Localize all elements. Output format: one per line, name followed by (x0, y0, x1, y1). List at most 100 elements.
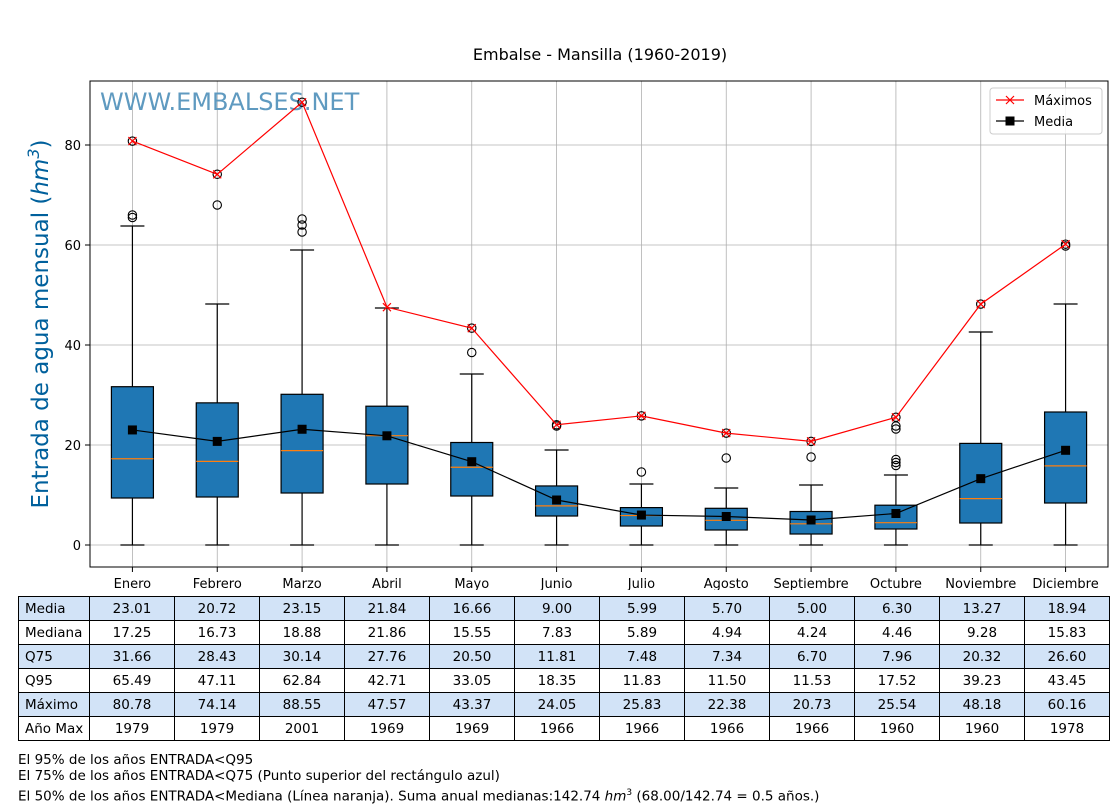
x-tick-label: Agosto (704, 577, 749, 590)
row-label: Q95 (18, 668, 90, 693)
table-cell: 33.05 (429, 668, 515, 693)
outlier-point (891, 460, 901, 471)
maximos-marker (467, 323, 477, 333)
outlier-point (891, 424, 901, 434)
y-axis-label: Entrada de agua mensual (hm3) (24, 139, 54, 508)
table-row-mediana: Mediana 17.25 16.73 18.88 21.86 15.55 7.83 5.89… (18, 620, 1110, 645)
box-plot-chart: Embalse - Mansilla (1960-2019) 0 20 40 60 80 E… (24, 45, 1109, 590)
footnote-median-text: El 50% de los años ENTRADA<Mediana (Líne… (18, 788, 605, 805)
row-label: Media (18, 596, 90, 621)
table-row-q75: Q75 31.66 28.43 30.14 27.76 20.50 11.81 7.48 7.3… (18, 644, 1110, 669)
table-cell: 18.88 (259, 620, 345, 645)
table-cell: 16.73 (174, 620, 260, 645)
table-cell: 4.94 (684, 620, 770, 645)
iqr-box (1043, 411, 1088, 504)
media-marker (212, 436, 222, 446)
table-cell: 6.70 (769, 644, 855, 669)
table-cell: 9.28 (939, 620, 1025, 645)
iqr-box (280, 393, 324, 494)
table-cell: 39.23 (939, 668, 1025, 693)
table-cell: 25.54 (854, 692, 940, 717)
table-cell: 5.70 (684, 596, 770, 621)
table-cell: 1966 (684, 716, 770, 741)
iqr-box (195, 402, 239, 498)
table-cell: 26.60 (1024, 644, 1110, 669)
row-label: Mediana (18, 620, 90, 645)
table-cell: 48.18 (939, 692, 1025, 717)
table-cell: 28.43 (174, 644, 260, 669)
iqr-box (110, 386, 155, 499)
legend-label: Media (1034, 115, 1073, 130)
watermark: WWW.EMBALSES.NET (100, 88, 360, 116)
x-tick-label: Noviembre (945, 577, 1016, 590)
table-cell: 22.38 (684, 692, 770, 717)
maximos-marker (721, 428, 731, 438)
table-cell: 88.55 (259, 692, 345, 717)
table-cell: 21.84 (344, 596, 430, 621)
maximos-marker (552, 420, 562, 430)
plot-frame (89, 80, 1109, 568)
box-septiembre (789, 436, 833, 546)
x-tick-label: Septiembre (773, 577, 848, 590)
table-cell: 62.84 (259, 668, 345, 693)
table-cell: 1966 (599, 716, 685, 741)
outlier-point (891, 412, 901, 423)
table-cell: 27.76 (344, 644, 430, 669)
row-label: Q75 (18, 644, 90, 669)
table-cell: 18.94 (1024, 596, 1110, 621)
table-cell: 20.72 (174, 596, 260, 621)
x-tick-label: Diciembre (1032, 577, 1098, 590)
box-marzo (280, 97, 324, 546)
media-marker (636, 510, 646, 520)
y-tick-label: 20 (64, 439, 81, 454)
table-cell: 7.96 (854, 644, 940, 669)
outlier-point (297, 97, 307, 108)
legend: Máximos Media (989, 87, 1103, 135)
box-febrero (195, 169, 239, 546)
table-cell: 1960 (854, 716, 940, 741)
table-cell: 31.66 (89, 644, 175, 669)
table-cell: 42.71 (344, 668, 430, 693)
table-cell: 1979 (174, 716, 260, 741)
table-cell: 7.34 (684, 644, 770, 669)
row-label: Máximo (18, 692, 90, 717)
table-cell: 5.89 (599, 620, 685, 645)
box-octubre (874, 412, 918, 546)
table-cell: 5.00 (769, 596, 855, 621)
footnote-q95: El 95% de los años ENTRADA<Q95 (18, 752, 254, 768)
legend-label: Máximos (1034, 94, 1092, 109)
table-cell: 65.49 (89, 668, 175, 693)
footnote-unit: hm (604, 788, 627, 805)
table-cell: 60.16 (1024, 692, 1110, 717)
media-marker (806, 515, 816, 525)
footnote-ratio: (68.00/142.74 = 0.5 años.) (632, 788, 820, 805)
maximos-marker (891, 412, 901, 422)
iqr-box (959, 442, 1003, 524)
outlier-point (127, 212, 138, 223)
table-cell: 43.45 (1024, 668, 1110, 693)
table-cell: 20.73 (769, 692, 855, 717)
table-cell: 43.37 (429, 692, 515, 717)
chart-title: Embalse - Mansilla (1960-2019) (473, 45, 727, 64)
table-cell: 6.30 (854, 596, 940, 621)
outlier-point (806, 452, 816, 462)
table-cell: 24.05 (514, 692, 600, 717)
box-diciembre (1043, 239, 1088, 546)
maximos-marker (297, 97, 307, 107)
outlier-point (975, 299, 986, 309)
outlier-point (297, 227, 307, 237)
y-tick-label: 60 (64, 239, 81, 254)
box-enero (110, 136, 155, 546)
outlier-point (466, 347, 477, 358)
media-line (132, 428, 1066, 521)
y-tick-label: 80 (64, 139, 81, 154)
maximos-marker (212, 169, 222, 179)
x-tick-label: Octubre (870, 577, 922, 590)
table-cell: 30.14 (259, 644, 345, 669)
table-cell: 1966 (769, 716, 855, 741)
legend-square-marker (1005, 116, 1015, 126)
maximos-marker (382, 302, 392, 312)
table-cell: 11.53 (769, 668, 855, 693)
table-cell: 9.00 (514, 596, 600, 621)
box-mayo (450, 323, 494, 546)
